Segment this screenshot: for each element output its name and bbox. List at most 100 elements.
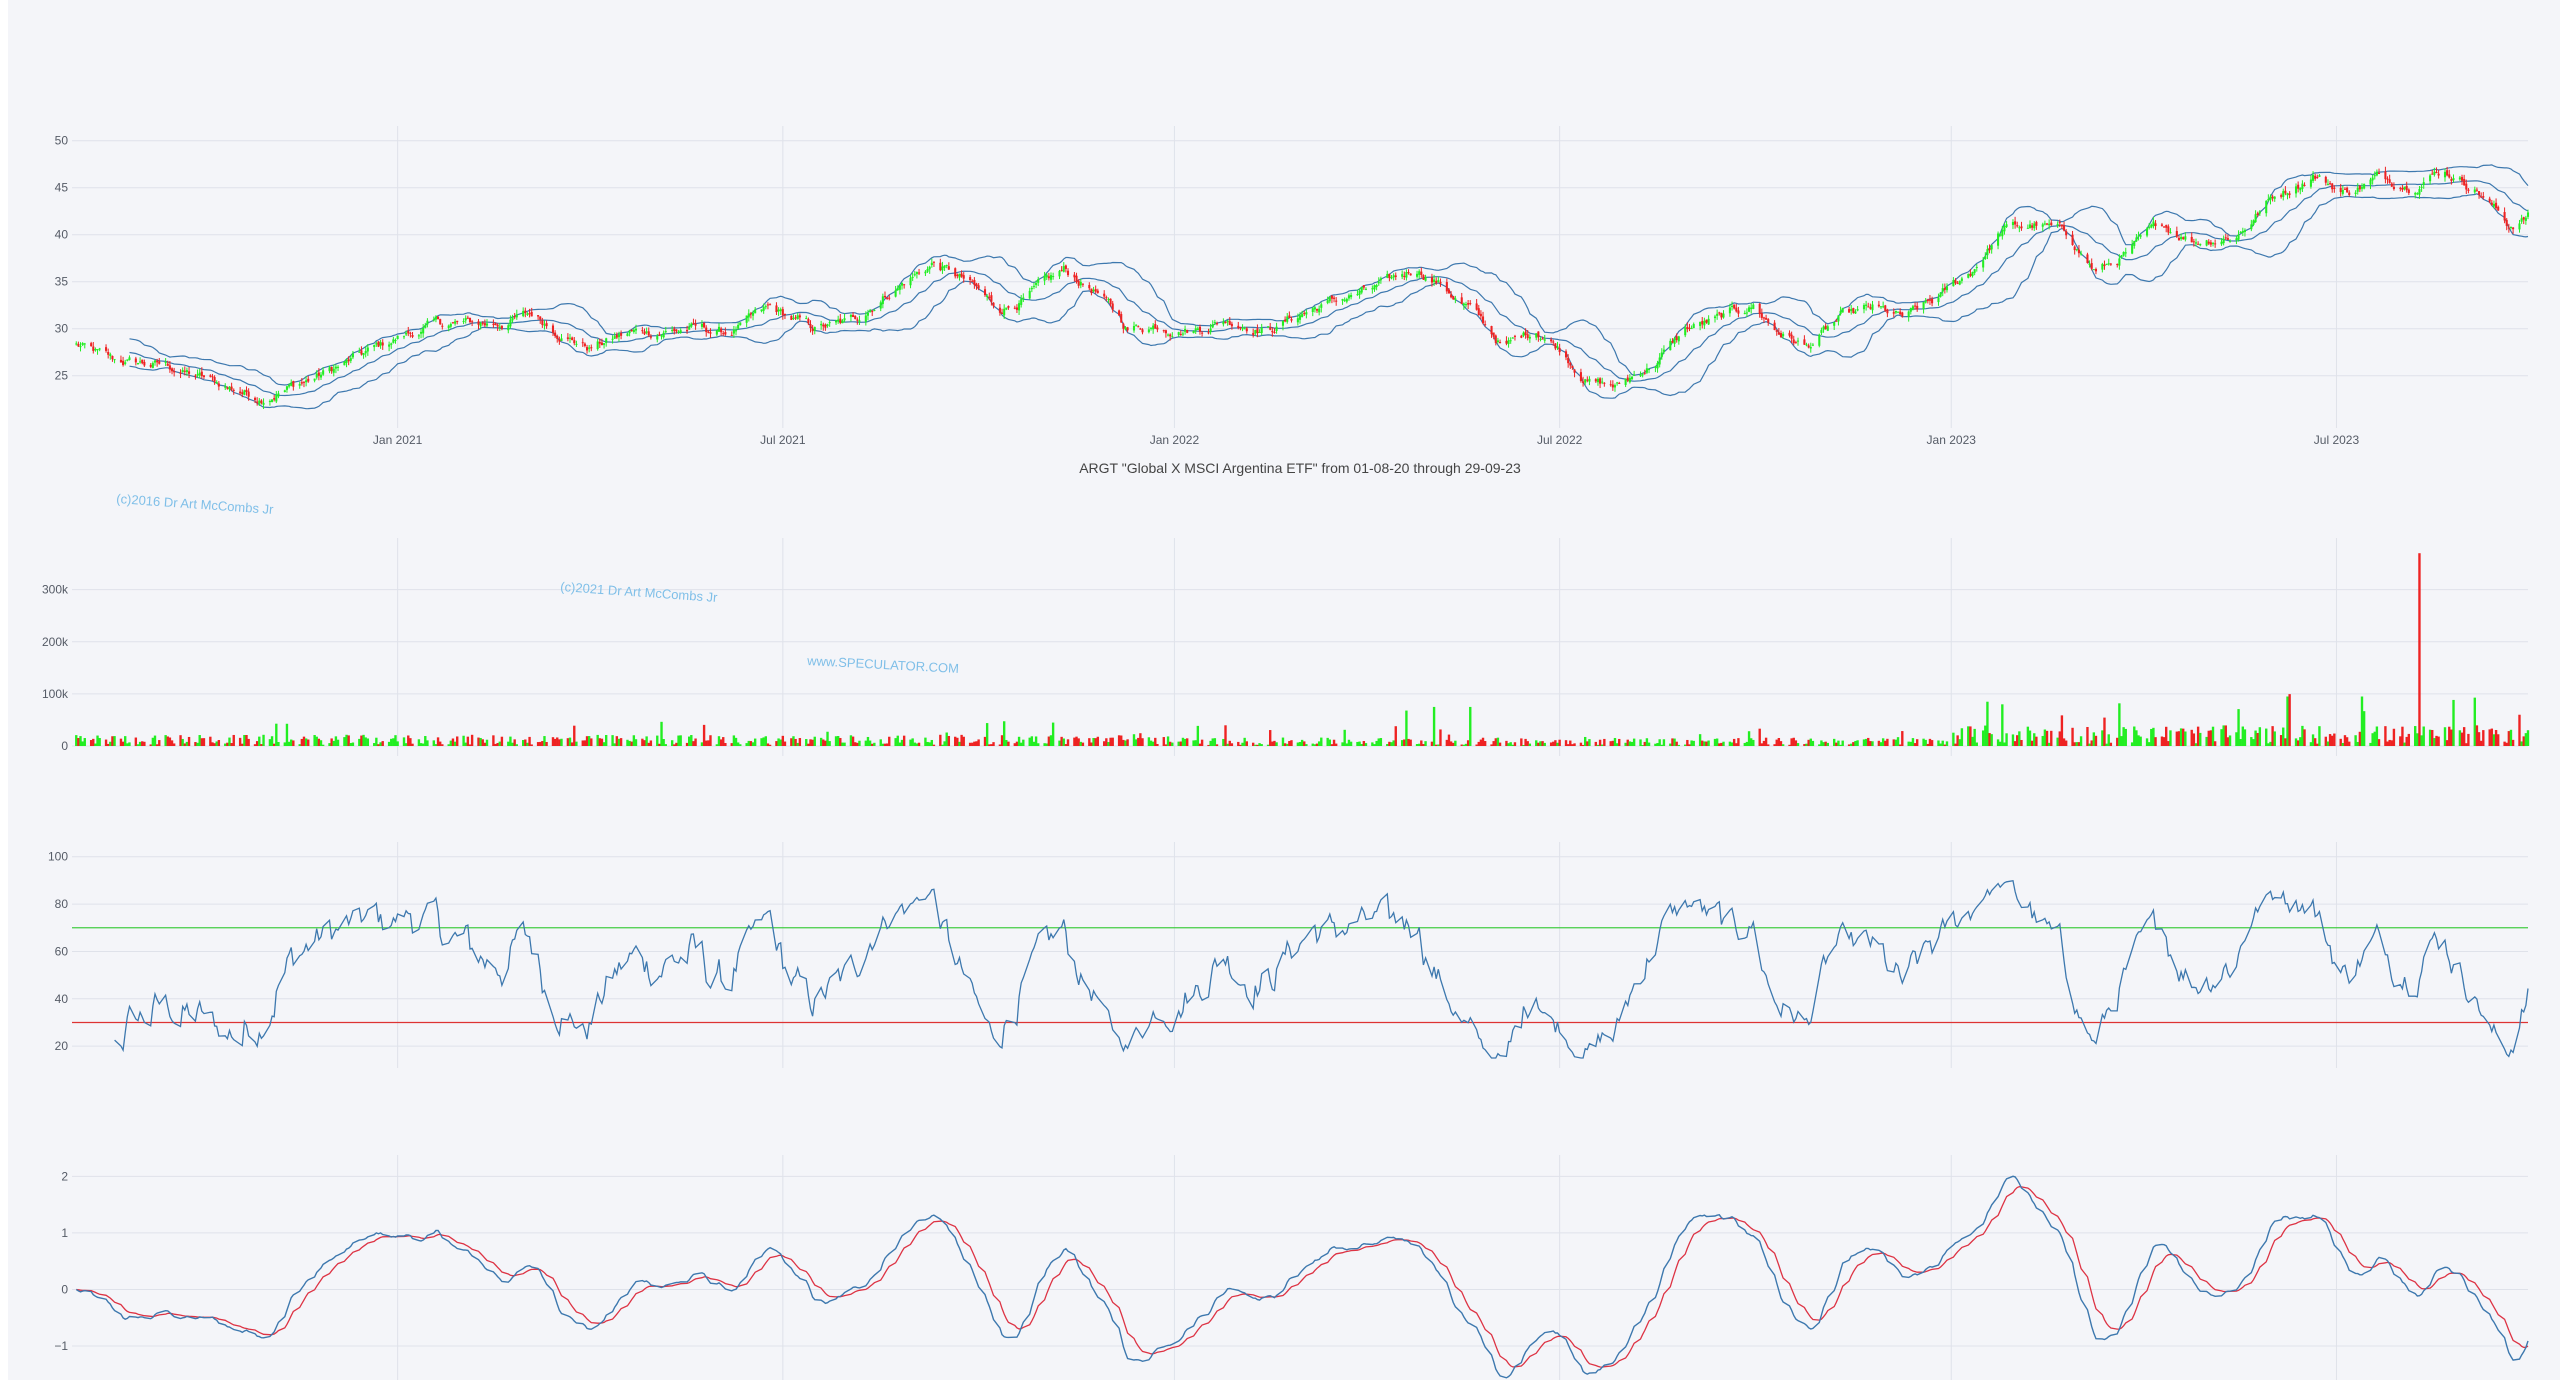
candle-body <box>1058 270 1061 277</box>
candle-body <box>1513 335 1516 337</box>
volume-bar <box>2339 738 2342 746</box>
candle-body <box>1081 283 1084 285</box>
volume-bar <box>377 744 380 746</box>
candle-body <box>1328 297 1331 302</box>
candle-body <box>1884 305 1887 311</box>
volume-bar <box>1171 742 1174 746</box>
candle-body <box>1916 305 1919 310</box>
candle-body <box>2399 187 2402 189</box>
volume-bar <box>734 737 738 746</box>
volume-bar <box>2256 732 2259 746</box>
volume-bar <box>1490 744 1493 746</box>
candle-body <box>724 332 727 335</box>
volume-bar <box>1720 742 1723 746</box>
candle-body <box>366 347 369 352</box>
candle-body <box>2431 173 2434 175</box>
candle-body <box>2252 220 2255 225</box>
candle-body <box>1556 346 1559 348</box>
candle-body <box>213 377 216 382</box>
volume-bar <box>1494 738 1497 746</box>
volume-bar <box>649 740 653 746</box>
candle-body <box>119 359 122 363</box>
candle-body <box>2018 227 2021 229</box>
candle-body <box>1433 279 1436 282</box>
candle-body <box>1852 308 1855 313</box>
volume-bar <box>228 737 231 746</box>
volume-bar <box>507 741 510 746</box>
volume-bar <box>2371 733 2374 746</box>
volume-bar <box>2445 740 2449 746</box>
volume-bar <box>1273 740 1276 746</box>
volume-bar <box>1803 744 1806 746</box>
volume-bar <box>1613 737 1617 746</box>
x-tick-label: Jan 2022 <box>1150 433 1200 447</box>
candle-body <box>1826 326 1829 331</box>
candle-body <box>2109 263 2112 265</box>
candle-body <box>2256 213 2259 215</box>
candle-body <box>1541 338 1544 340</box>
volume-bar <box>2139 736 2142 746</box>
volume-bar <box>1124 740 1127 746</box>
candle-body <box>1677 336 1680 342</box>
candle-body <box>973 279 976 285</box>
volume-bar <box>402 737 406 746</box>
candle-body <box>83 343 86 345</box>
candle-body <box>364 351 367 354</box>
volume-bar <box>677 735 680 746</box>
candle-body <box>843 318 846 321</box>
volume-bar <box>990 744 993 746</box>
volume-bar <box>1943 744 1947 746</box>
volume-bar <box>709 735 712 746</box>
volume-bar <box>1692 740 1695 746</box>
volume-bar <box>685 742 689 746</box>
candle-body <box>898 285 901 290</box>
volume-bar <box>187 736 191 746</box>
price-y-tick-label: 25 <box>55 369 69 383</box>
volume-bar <box>2160 736 2164 746</box>
volume-bar <box>528 736 531 746</box>
candle-body <box>2460 177 2464 181</box>
volume-bar <box>2407 733 2411 746</box>
volume-bar <box>2399 736 2402 746</box>
volume-bar <box>1852 742 1855 746</box>
oscillator-line <box>75 1175 2529 1379</box>
candle-body <box>1092 289 1095 292</box>
volume-bar <box>1386 744 1389 746</box>
candle-body <box>1552 341 1555 343</box>
candle-body <box>1454 298 1457 301</box>
candle-body <box>2288 193 2291 195</box>
volume-bar <box>2482 730 2485 746</box>
candle-body <box>449 324 452 327</box>
volume-bar <box>1658 739 1661 746</box>
candle-body <box>811 328 814 332</box>
candle-body <box>1984 256 1987 259</box>
candle-body <box>468 317 472 323</box>
volume-bar <box>670 740 674 746</box>
candle-body <box>754 309 757 314</box>
volume-bar <box>866 736 870 746</box>
candle-body <box>1452 296 1455 300</box>
volume-bar <box>2348 741 2351 746</box>
candle-body <box>1794 342 1797 344</box>
candle-body <box>345 359 348 363</box>
candle-body <box>539 316 542 320</box>
volume-bar <box>1554 740 1557 746</box>
candle-body <box>737 324 740 329</box>
volume-bar <box>321 744 325 746</box>
candle-body <box>2390 183 2393 187</box>
volume-bar <box>1564 740 1568 746</box>
candle-body <box>2014 221 2017 225</box>
candle-body <box>226 387 229 389</box>
volume-bar <box>777 738 780 746</box>
volume-bar <box>217 740 221 746</box>
candle-body <box>81 343 84 346</box>
candle-body <box>1075 275 1078 283</box>
volume-bar <box>2116 737 2119 746</box>
volume-bar <box>943 741 946 746</box>
volume-bar <box>2047 742 2051 746</box>
candle-body <box>1177 332 1180 335</box>
volume-bar <box>1030 736 1034 746</box>
candle-body <box>479 323 482 327</box>
volume-bar <box>1120 735 1123 746</box>
candle-body <box>2150 224 2153 228</box>
